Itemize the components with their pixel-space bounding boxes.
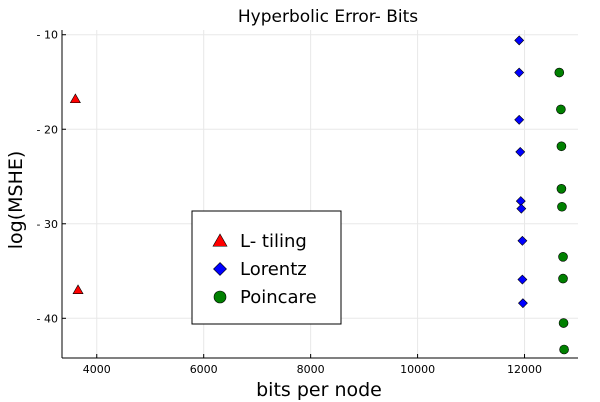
data-point-l-tiling xyxy=(69,93,81,104)
legend-label-lorentz: Lorentz xyxy=(240,259,307,280)
data-points xyxy=(69,35,569,355)
data-point-poincare xyxy=(554,67,565,78)
data-point-poincare xyxy=(556,141,567,152)
x-tick-label: 10000 xyxy=(400,363,435,376)
data-point-l-tiling xyxy=(72,284,84,294)
data-point-poincare xyxy=(556,104,566,115)
legend-marker-lorentz xyxy=(213,262,227,276)
y-tick-label: - 30 xyxy=(37,218,58,231)
data-point-poincare xyxy=(557,201,567,212)
x-tick-label: 6000 xyxy=(190,363,218,376)
x-tick-label: 12000 xyxy=(507,363,542,376)
legend-label-poincare: Poincare xyxy=(240,287,317,308)
x-axis-label: bits per node xyxy=(256,379,382,401)
y-tick-label: - 20 xyxy=(37,123,58,136)
data-point-lorentz xyxy=(518,298,528,309)
y-tick-label: - 40 xyxy=(37,312,58,325)
data-point-poincare xyxy=(559,344,569,355)
x-tick-label: 4000 xyxy=(83,363,111,376)
x-tick-label: 8000 xyxy=(297,363,325,376)
data-point-poincare xyxy=(558,252,568,262)
y-tick-label: - 10 xyxy=(37,29,58,42)
legend-marker-l-tiling xyxy=(212,233,228,247)
data-point-lorentz xyxy=(517,235,528,246)
data-point-lorentz xyxy=(515,196,526,207)
data-point-lorentz xyxy=(514,35,525,46)
data-point-lorentz xyxy=(514,67,525,78)
data-point-poincare xyxy=(556,184,567,194)
data-point-poincare xyxy=(558,273,568,284)
y-axis-label: log(MSHE) xyxy=(5,151,27,250)
x-tick-labels: 4000 6000 8000 10000 12000 xyxy=(83,354,542,376)
data-point-lorentz xyxy=(516,203,527,214)
legend: L- tiling Lorentz Poincare xyxy=(191,210,342,325)
y-tick-labels: - 10 - 20 - 30 - 40 xyxy=(37,29,66,325)
legend-marker-poincare xyxy=(213,290,227,304)
data-point-lorentz xyxy=(514,114,525,125)
data-point-lorentz xyxy=(517,274,528,285)
legend-label-l-tiling: L- tiling xyxy=(240,231,307,252)
chart-title: Hyperbolic Error- Bits xyxy=(238,7,418,27)
data-point-lorentz xyxy=(515,147,526,157)
data-point-poincare xyxy=(558,318,569,328)
